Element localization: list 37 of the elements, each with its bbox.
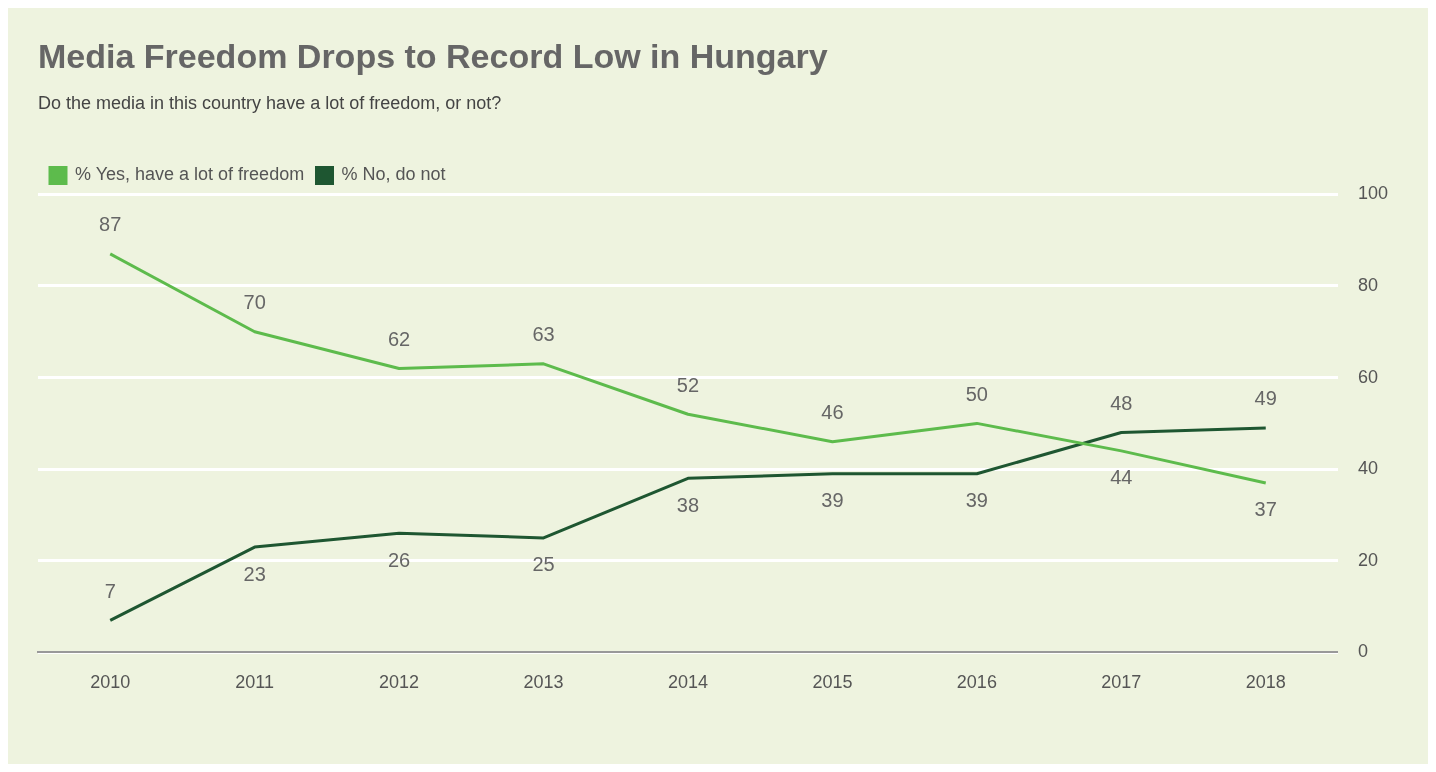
legend-label: % Yes, have a lot of freedom [75,164,305,185]
data-label: 63 [532,323,555,346]
data-label: 26 [387,548,411,571]
y-tick-label: 60 [1357,366,1378,387]
data-label: 52 [676,373,700,396]
x-tick-label: 2015 [812,672,853,693]
data-label: 39 [821,489,844,512]
x-tick-label: 2011 [235,672,275,693]
data-label: 87 [99,213,122,236]
y-tick-label: 100 [1357,183,1389,204]
x-tick-label: 2018 [1245,672,1286,693]
legend-label: % No, do not [341,164,446,185]
data-label: 62 [387,327,411,350]
y-tick-label: 0 [1357,641,1368,662]
x-tick-label: 2013 [523,672,564,693]
data-label: 23 [243,562,266,585]
chart-subtitle: Do the media in this country have a lot of freedom, or not? [38,92,502,113]
data-label: 37 [1254,498,1277,521]
y-tick-label: 20 [1357,549,1378,570]
x-tick-label: 2014 [667,672,709,693]
data-label: 25 [532,553,555,576]
x-tick-label: 2017 [1101,672,1142,693]
data-label: 49 [1254,387,1277,410]
y-tick-label: 40 [1357,458,1378,479]
data-label: 38 [676,493,700,516]
y-tick-label: 80 [1357,274,1378,295]
data-label: 39 [965,489,988,512]
data-label: 46 [821,401,844,424]
data-label: 44 [1110,466,1133,489]
x-tick-label: 2016 [956,672,997,693]
x-tick-label: 2012 [379,672,420,693]
data-label: 48 [1110,392,1133,415]
data-label: 7 [104,579,116,602]
data-label: 70 [243,291,266,314]
x-tick-label: 2010 [90,672,131,693]
chart-title: Media Freedom Drops to Record Low in Hungary [38,36,828,75]
data-label: 50 [965,382,988,405]
